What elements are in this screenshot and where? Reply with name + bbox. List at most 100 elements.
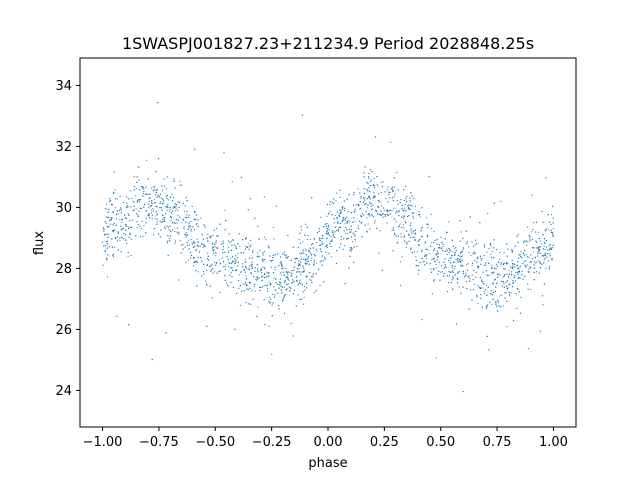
data-point [181, 244, 183, 246]
data-point [503, 305, 505, 307]
data-point [493, 279, 495, 281]
data-point [215, 240, 217, 242]
data-point [380, 191, 382, 194]
data-point [348, 219, 350, 221]
data-point [510, 292, 512, 294]
data-point [531, 194, 533, 196]
data-point [107, 234, 110, 236]
data-point [119, 219, 121, 221]
data-point [125, 225, 127, 227]
data-point [266, 276, 268, 278]
data-point [292, 293, 294, 295]
data-point [547, 229, 550, 231]
data-point [421, 257, 423, 259]
data-point [106, 259, 108, 261]
data-point [369, 198, 371, 200]
data-point [506, 273, 508, 275]
data-point [240, 271, 242, 274]
data-point [448, 259, 450, 262]
data-point [407, 206, 410, 209]
data-point [544, 248, 546, 250]
data-point [267, 272, 269, 274]
data-point [136, 200, 138, 202]
data-point [141, 187, 143, 189]
data-point [473, 289, 475, 291]
data-point [361, 213, 363, 215]
data-point [436, 238, 438, 241]
data-point [384, 191, 386, 193]
data-point [125, 223, 127, 226]
data-point [412, 215, 414, 217]
data-point [342, 206, 344, 208]
data-point [108, 208, 110, 210]
data-point [379, 201, 381, 203]
data-point [442, 249, 444, 251]
data-point [113, 192, 115, 194]
data-point [283, 312, 286, 314]
data-point [500, 306, 502, 308]
data-point [321, 243, 323, 245]
data-point [292, 335, 294, 337]
data-point [249, 265, 251, 267]
data-point [137, 214, 139, 216]
chart-title: 1SWASPJ001827.23+211234.9 Period 2028848… [122, 34, 534, 53]
data-point [112, 256, 115, 258]
data-point [110, 219, 112, 221]
data-point [326, 244, 328, 246]
data-point [473, 251, 475, 253]
data-point [407, 205, 409, 207]
data-point [272, 256, 274, 259]
data-point [490, 256, 493, 258]
data-point [363, 196, 365, 198]
data-point [548, 266, 551, 268]
data-point [497, 276, 499, 278]
data-point [126, 206, 128, 208]
data-point [465, 274, 467, 277]
data-point [449, 271, 451, 273]
data-point [162, 214, 164, 216]
data-point [499, 251, 501, 254]
data-point [325, 251, 327, 253]
data-point [491, 267, 493, 269]
data-point [318, 230, 320, 232]
data-point [166, 225, 168, 227]
data-point [405, 185, 407, 187]
data-point [162, 218, 164, 220]
data-point [330, 236, 332, 238]
data-point [496, 265, 498, 267]
data-point [328, 224, 330, 227]
data-point [245, 245, 247, 248]
data-point [371, 208, 373, 210]
data-point [277, 283, 279, 285]
data-point [354, 208, 356, 210]
data-point [259, 289, 261, 292]
data-point [279, 281, 281, 283]
data-point [498, 261, 500, 263]
data-point [492, 291, 494, 294]
data-point [325, 225, 328, 227]
data-point [367, 182, 369, 185]
data-point [144, 203, 146, 206]
data-point [322, 237, 324, 239]
data-point [344, 207, 346, 209]
data-point [300, 283, 302, 285]
data-point [173, 206, 176, 209]
data-point [342, 217, 344, 219]
data-point [500, 294, 502, 296]
data-point [509, 273, 511, 275]
data-point [369, 169, 371, 171]
data-point [142, 192, 145, 195]
data-point [269, 296, 271, 298]
data-point [303, 285, 305, 288]
data-point [275, 205, 277, 207]
data-point [490, 245, 492, 247]
data-point [353, 204, 355, 206]
data-point [133, 205, 135, 207]
data-point [535, 221, 538, 223]
data-point [321, 264, 323, 266]
data-point [109, 219, 111, 221]
data-point [222, 240, 224, 242]
data-point [251, 267, 253, 269]
data-point [106, 226, 108, 228]
data-point [293, 280, 295, 282]
